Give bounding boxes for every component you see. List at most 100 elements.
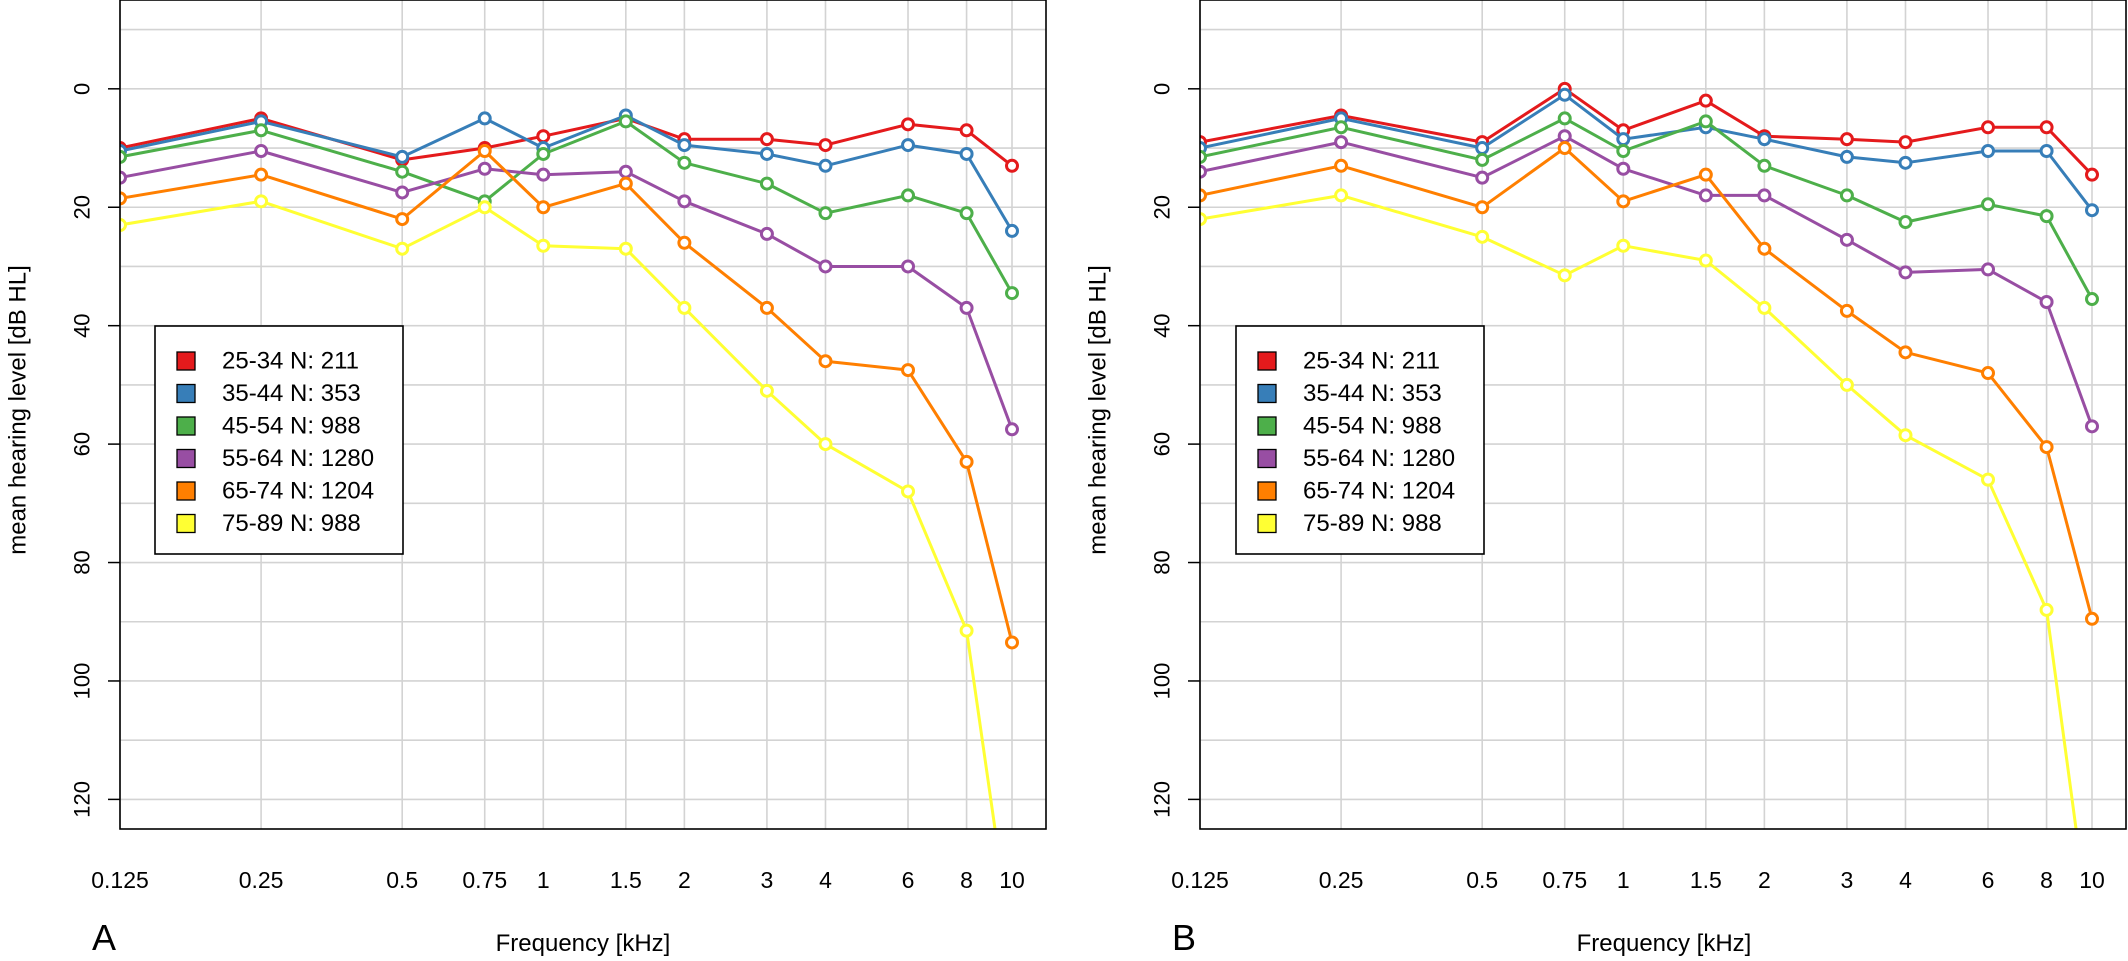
legend: 25-34 N: 211 35-44 N: 353 45-54 N: 988 55-6… [154,325,404,555]
data-point [2039,602,2054,617]
data-point [1757,188,1772,203]
data-point [901,363,916,378]
x-axis-label: Frequency [kHz] [1577,930,1752,957]
data-point [1616,143,1631,158]
data-point [477,143,492,158]
legend-swatch [1257,481,1277,501]
data-point [477,200,492,215]
legend-entry: 55-64 N: 1280 [1303,445,1455,472]
data-point [536,238,551,253]
x-tick-label: 6 [902,867,915,893]
data-point [120,191,127,206]
series-line-55-64 N: 1280 [120,149,1014,430]
y-tick-label: 20 [70,195,95,219]
data-point [1839,132,1854,147]
data-point [677,155,692,170]
x-tick-label: 8 [2040,867,2053,893]
data-point [1616,161,1631,176]
y-tick-label: 100 [70,663,95,700]
data-point [1981,197,1996,212]
panel-label: B [1172,917,1196,958]
data-point [2085,419,2099,434]
data-point [2085,203,2099,218]
data-point [120,170,127,185]
data-point [1616,238,1631,253]
y-axis-label: mean hearing level [dB HL] [5,265,32,555]
data-point [2085,292,2099,307]
x-tick-label: 1 [537,867,550,893]
data-point [677,300,692,315]
grid [119,0,1046,829]
x-tick-label: 8 [960,867,973,893]
data-point [1200,188,1207,203]
x-tick-label: 0.75 [462,867,507,893]
data-point [1005,158,1019,173]
y-tick-label: 80 [70,550,95,574]
data-point [677,138,692,153]
series-line-25-34 N: 211 [120,116,1013,167]
data-point [1334,158,1349,173]
series-line-65-74 N: 1204 [1200,146,2094,620]
data-point [959,623,974,638]
legend-entry: 65-74 N: 1204 [222,478,374,505]
data-point [1981,143,1996,158]
data-point [1475,152,1490,167]
plot-frame [119,0,1047,830]
data-point [959,146,974,161]
data-point [901,138,916,153]
x-tick-label: 0.5 [386,867,418,893]
series-line-65-74 N: 1204 [120,149,1014,643]
data-point [477,161,492,176]
y-tick-label: 0 [70,83,95,95]
legend-entry: 75-89 N: 988 [222,510,361,537]
data-point [254,143,269,158]
y-tick-label: 0 [1150,83,1175,95]
data-point [1616,132,1631,147]
data-point [2039,440,2054,455]
x-axis-label: Frequency [kHz] [496,930,671,957]
x-tick-label: 10 [2079,867,2105,893]
x-tick-label: 10 [999,867,1025,893]
legend-entry: 35-44 N: 353 [222,380,361,407]
data-point [2039,294,2054,309]
legend-swatch [1257,448,1277,469]
data-point [618,164,633,179]
data-point [1839,149,1854,164]
data-point [1981,262,1996,277]
data-point [818,158,833,173]
series-line-25-34 N: 211 [1200,87,2094,176]
legend-swatch [1257,351,1277,371]
data-point [395,212,410,227]
data-point [1005,635,1019,650]
y-tick-label: 40 [1150,313,1175,337]
data-point [818,354,833,369]
data-point [1698,253,1713,268]
data-point [1698,188,1713,203]
y-tick-label: 60 [70,432,95,456]
data-point [818,437,833,452]
data-point [959,206,974,221]
data-point [1757,132,1772,147]
data-point [1981,120,1996,135]
data-point [1839,377,1854,392]
legend-entry: 75-89 N: 988 [1303,510,1442,537]
x-tick-label: 0.125 [1171,867,1229,893]
data-point [395,164,410,179]
panel-label: A [92,917,116,958]
data-point [1757,300,1772,315]
data-point [1898,345,1913,360]
data-point [759,176,774,191]
y-tick-label: 80 [1150,550,1175,574]
chart-panel-B: 0 20 40 60 80 100 120 0.125 0.25 0.5 0.75 1 1.5 2 3 4 6 8… [1085,0,2127,958]
data-point [1898,428,1913,443]
data-point [618,114,633,129]
data-point [901,259,916,274]
x-tick-label: 3 [1841,867,1854,893]
data-point [1200,212,1207,227]
data-point [2039,209,2054,224]
data-point [759,132,774,147]
x-tick-label: 4 [819,867,832,893]
legend-entry: 45-54 N: 988 [222,413,361,440]
data-point [1698,93,1713,108]
